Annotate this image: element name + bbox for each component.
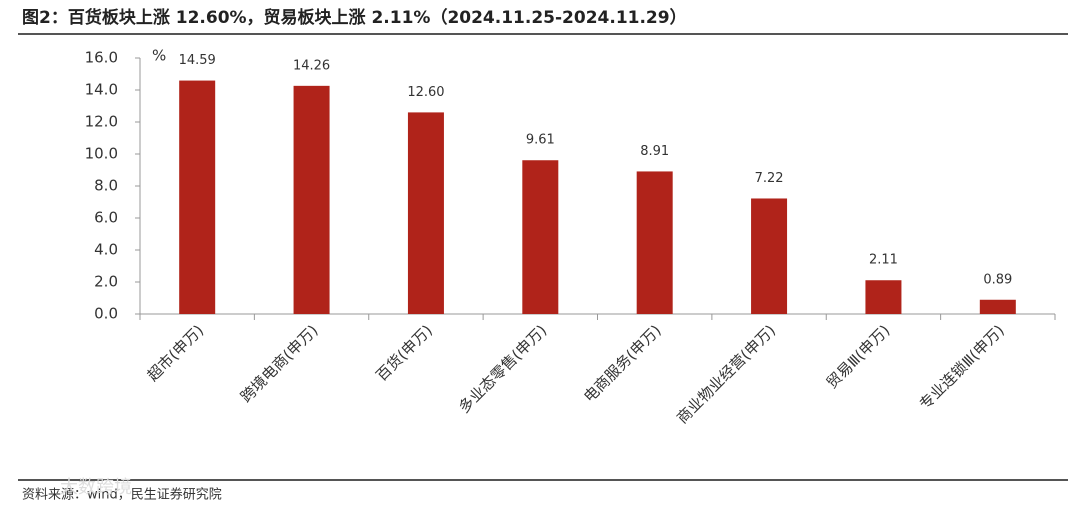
x-tick-label: 商业物业经营(申万) bbox=[673, 321, 779, 427]
bar bbox=[407, 112, 444, 315]
x-tick-label: 跨境电商(申万) bbox=[237, 321, 322, 406]
y-tick-label: 10.0 bbox=[85, 145, 118, 163]
x-tick-label: 超市(申万) bbox=[144, 321, 207, 384]
value-label: 12.60 bbox=[407, 85, 444, 100]
bar bbox=[751, 198, 788, 314]
y-tick-label: 16.0 bbox=[85, 49, 118, 67]
y-tick-label: 0.0 bbox=[94, 305, 118, 323]
bar bbox=[522, 160, 559, 314]
value-label: 14.26 bbox=[293, 58, 330, 73]
y-tick-label: 6.0 bbox=[94, 209, 118, 227]
bar bbox=[636, 171, 673, 314]
bar bbox=[293, 85, 330, 314]
value-label: 8.91 bbox=[640, 144, 669, 159]
source-note: 资料来源：wind，民生证券研究院 bbox=[22, 487, 222, 503]
bar bbox=[179, 80, 216, 314]
value-label: 9.61 bbox=[526, 133, 555, 148]
bar bbox=[979, 299, 1016, 314]
x-tick-label: 百货(申万) bbox=[373, 321, 436, 384]
y-tick-label: 4.0 bbox=[94, 241, 118, 259]
y-tick-label: 8.0 bbox=[94, 177, 118, 195]
y-tick-label: 14.0 bbox=[85, 81, 118, 99]
y-tick-label: 12.0 bbox=[85, 113, 118, 131]
value-label: 2.11 bbox=[869, 253, 898, 268]
x-tick-label: 贸易Ⅲ(申万) bbox=[823, 321, 894, 392]
x-tick-label: 电商服务(申万) bbox=[580, 321, 665, 406]
x-tick-label: 专业连锁Ⅲ(申万) bbox=[916, 321, 1008, 413]
value-label: 14.59 bbox=[179, 53, 216, 68]
value-label: 0.89 bbox=[983, 272, 1012, 287]
y-tick-label: 2.0 bbox=[94, 273, 118, 291]
chart-title: 图2：百货板块上涨 12.60%，贸易板块上涨 2.11%（2024.11.25… bbox=[22, 7, 687, 28]
bar bbox=[865, 280, 902, 314]
value-label: 7.22 bbox=[755, 171, 784, 186]
watermark: 大数跨境 bbox=[60, 477, 132, 498]
unit-label: % bbox=[152, 47, 166, 65]
x-tick-label: 多业态零售(申万) bbox=[455, 321, 550, 416]
